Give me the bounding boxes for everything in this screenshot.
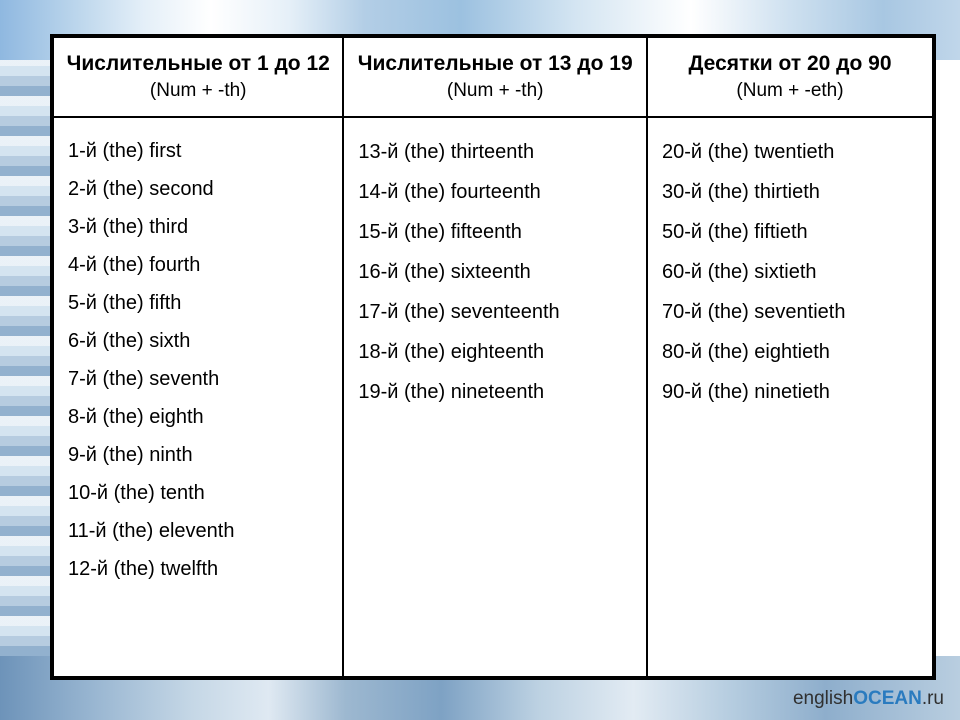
watermark-part2: OCEAN — [853, 688, 922, 709]
col-header-tens: Десятки от 20 до 90 (Num + -eth) — [647, 37, 933, 117]
list-item: 20-й (the) twentieth — [662, 132, 926, 172]
list-item: 14-й (the) fourteenth — [358, 172, 640, 212]
list-item: 90-й (the) ninetieth — [662, 372, 926, 412]
list-item: 4-й (the) fourth — [68, 246, 336, 284]
cell-tens: 20-й (the) twentieth30-й (the) thirtieth… — [647, 117, 933, 677]
watermark-part3: .ru — [922, 688, 944, 709]
list-item: 60-й (the) sixtieth — [662, 252, 926, 292]
list-item: 8-й (the) eighth — [68, 398, 336, 436]
list-item: 1-й (the) first — [68, 132, 336, 170]
watermark: englishOCEAN.ru — [793, 688, 944, 710]
list-13to19: 13-й (the) thirteenth14-й (the) fourteen… — [344, 118, 646, 422]
list-item: 12-й (the) twelfth — [68, 550, 336, 588]
list-item: 13-й (the) thirteenth — [358, 132, 640, 172]
table-body-row: 1-й (the) first2-й (the) second3-й (the)… — [53, 117, 933, 677]
decorative-left-strip — [0, 60, 52, 656]
col-header-subtitle: (Num + -th) — [350, 80, 640, 102]
list-1to12: 1-й (the) first2-й (the) second3-й (the)… — [54, 118, 342, 598]
list-item: 18-й (the) eighteenth — [358, 332, 640, 372]
col-header-title: Десятки от 20 до 90 — [654, 52, 926, 76]
list-item: 15-й (the) fifteenth — [358, 212, 640, 252]
list-tens: 20-й (the) twentieth30-й (the) thirtieth… — [648, 118, 932, 422]
list-item: 80-й (the) eightieth — [662, 332, 926, 372]
col-header-1to12: Числительные от 1 до 12 (Num + -th) — [53, 37, 343, 117]
list-item: 16-й (the) sixteenth — [358, 252, 640, 292]
table-header-row: Числительные от 1 до 12 (Num + -th) Числ… — [53, 37, 933, 117]
cell-1to12: 1-й (the) first2-й (the) second3-й (the)… — [53, 117, 343, 677]
cell-13to19: 13-й (the) thirteenth14-й (the) fourteen… — [343, 117, 647, 677]
list-item: 30-й (the) thirtieth — [662, 172, 926, 212]
list-item: 50-й (the) fiftieth — [662, 212, 926, 252]
watermark-part1: english — [793, 688, 853, 709]
list-item: 2-й (the) second — [68, 170, 336, 208]
col-header-title: Числительные от 1 до 12 — [60, 52, 336, 76]
col-header-title: Числительные от 13 до 19 — [350, 52, 640, 76]
col-header-13to19: Числительные от 13 до 19 (Num + -th) — [343, 37, 647, 117]
table-sheet: Числительные от 1 до 12 (Num + -th) Числ… — [50, 34, 936, 680]
list-item: 6-й (the) sixth — [68, 322, 336, 360]
list-item: 17-й (the) seventeenth — [358, 292, 640, 332]
ordinals-table: Числительные от 1 до 12 (Num + -th) Числ… — [52, 36, 934, 678]
list-item: 10-й (the) tenth — [68, 474, 336, 512]
list-item: 11-й (the) eleventh — [68, 512, 336, 550]
list-item: 3-й (the) third — [68, 208, 336, 246]
list-item: 5-й (the) fifth — [68, 284, 336, 322]
list-item: 7-й (the) seventh — [68, 360, 336, 398]
list-item: 19-й (the) nineteenth — [358, 372, 640, 412]
list-item: 70-й (the) seventieth — [662, 292, 926, 332]
col-header-subtitle: (Num + -th) — [60, 80, 336, 102]
list-item: 9-й (the) ninth — [68, 436, 336, 474]
col-header-subtitle: (Num + -eth) — [654, 80, 926, 102]
